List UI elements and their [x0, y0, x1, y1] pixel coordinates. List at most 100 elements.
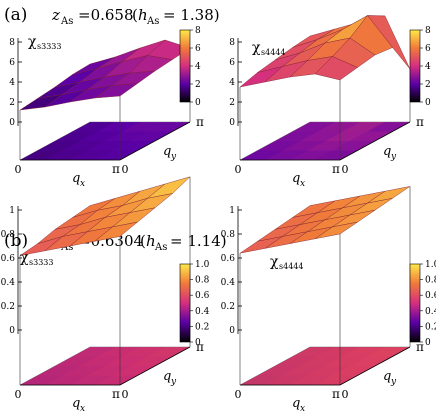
colorbar-tick-label: 0 [195, 98, 201, 108]
colorbar-tick-label: 0 [425, 338, 431, 348]
row-a-param-sub: As [60, 16, 73, 27]
qy-axis [119, 121, 191, 161]
row-a-extra-sub: As [146, 16, 159, 27]
colorbar-tick-label: 6 [425, 44, 431, 54]
floor-cell [147, 122, 190, 132]
floor-cell [317, 122, 360, 132]
panel-title-sub: s3333 [37, 42, 61, 51]
floor-cell [55, 131, 98, 141]
colorbar-tick-label: 0 [195, 338, 201, 348]
floor-cell [367, 347, 410, 357]
colorbar-tick-label: 0.4 [425, 307, 436, 317]
row-b-extra: h [146, 232, 156, 250]
floor-cell [282, 141, 325, 151]
floor-cell [265, 150, 308, 160]
x-axis-label-sub: x [300, 404, 305, 414]
panel-title: χ [252, 40, 261, 56]
floor-cell [95, 150, 138, 160]
floor-cell [97, 122, 140, 132]
colorbar-tick-label: 2 [195, 80, 201, 90]
z-tick-label: 1 [229, 206, 235, 216]
floor-cell [307, 141, 350, 151]
floor-cell [275, 131, 318, 141]
floor-cell [350, 356, 393, 366]
floor-cell [20, 150, 63, 160]
floor-cell [87, 141, 130, 151]
qy-axis [339, 121, 411, 161]
floor-cell [97, 347, 140, 357]
z-tick-label: 0.4 [1, 278, 16, 288]
x-axis-label-sub: x [80, 179, 85, 189]
colorbar-tick-label: 8 [195, 26, 201, 36]
floor-cell [307, 366, 350, 376]
surface-cell [314, 221, 358, 239]
z-tick-label: 2 [229, 98, 235, 108]
x-axis-label: q [292, 171, 300, 186]
y-axis-label-sub: y [390, 152, 397, 162]
y-axis-label: q [163, 144, 171, 159]
z-tick-label: 4 [229, 78, 235, 88]
panel-title-sub: s4444 [261, 48, 285, 57]
floor-cell [20, 375, 63, 385]
floor-cell [240, 150, 283, 160]
colorbar-tick-label: 4 [195, 62, 201, 72]
y-axis-label-sub: y [390, 377, 397, 387]
colorbar-tick-label: 4 [425, 62, 431, 72]
floor-cell [315, 150, 358, 160]
colorbar [179, 263, 191, 343]
floor-cell [70, 375, 113, 385]
colorbar-tick-label: 2 [425, 80, 431, 90]
z-tick-label: 0.6 [1, 254, 16, 264]
floor-cell [325, 356, 368, 366]
floor-cell [62, 141, 105, 151]
floor-cell [257, 366, 300, 376]
panel-title: χ [28, 34, 37, 50]
x-axis-label: q [72, 171, 80, 186]
y-axis-label-sub: y [170, 152, 177, 162]
floor-cell [55, 356, 98, 366]
z-tick-label: 6 [229, 58, 235, 68]
floor-cell [70, 150, 113, 160]
row-b-extra-sub: As [154, 242, 167, 253]
floor-cell [290, 375, 333, 385]
floor-cell [122, 122, 165, 132]
x-axis-label-sub: x [300, 179, 305, 189]
floor-cell [332, 141, 375, 151]
colorbar-tick-label: 0.2 [425, 322, 436, 332]
floor-cell [45, 150, 88, 160]
z-tick-label: 8 [9, 38, 15, 48]
y-tick-label-0: 0 [122, 388, 129, 401]
colorbar-tick-label: 0.8 [195, 276, 210, 286]
panel-b-right: 10.80.60.40.200π0πqxqyχs44441.00.80.60.4… [221, 186, 436, 414]
surface-cell [94, 83, 139, 99]
z-tick-label: 2 [9, 98, 15, 108]
colorbar-tick-label: 8 [425, 26, 431, 36]
z-tick-label: 1 [9, 206, 15, 216]
z-tick-label: 0 [9, 326, 15, 336]
floor-cell [300, 131, 343, 141]
y-axis-label: q [383, 369, 391, 384]
panel-title-sub: s4444 [279, 262, 303, 271]
x-tick-label-pi: π [112, 162, 120, 176]
z-tick-label: 0.6 [221, 254, 236, 264]
y-axis-label-sub: y [170, 377, 177, 387]
y-tick-label-0: 0 [342, 163, 349, 176]
floor-cell [112, 141, 155, 151]
floor-cell [300, 356, 343, 366]
qy-axis [119, 346, 191, 386]
colorbar [409, 29, 421, 103]
floor-cell [275, 356, 318, 366]
colorbar-tick-label: 6 [195, 44, 201, 54]
floor-cell [95, 375, 138, 385]
row-a-header: (a) z As =0.658 ( h As = 1.38) [4, 5, 220, 27]
x-axis-label: q [292, 396, 300, 411]
qy-axis [339, 346, 411, 386]
colorbar-tick-label: 1.0 [195, 260, 210, 270]
floor-cell [315, 375, 358, 385]
z-tick-label: 4 [9, 78, 15, 88]
floor-cell [290, 150, 333, 160]
floor-cell [147, 347, 190, 357]
